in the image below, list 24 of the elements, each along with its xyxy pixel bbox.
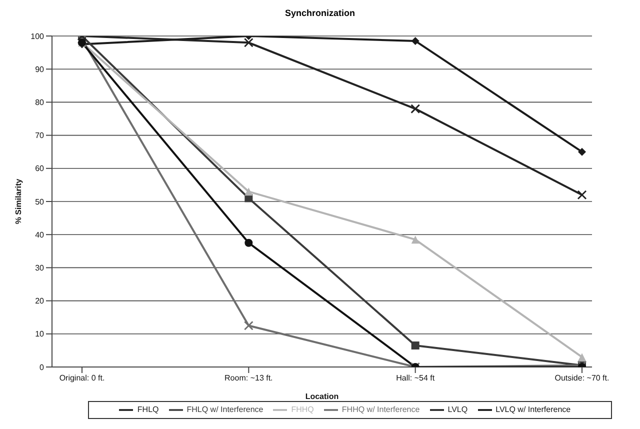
x-tick-label: Room: ~13 ft. <box>224 374 273 383</box>
x-axis-title: Location <box>305 392 339 401</box>
y-tick-label: 0 <box>40 362 45 372</box>
legend-label: FHHQ w/ Interference <box>342 405 420 414</box>
x-tick-label: Hall: ~54 ft <box>396 374 436 383</box>
y-tick-label: 20 <box>35 296 45 306</box>
y-tick-label: 50 <box>35 197 45 206</box>
y-tick-label: 80 <box>35 98 45 108</box>
y-tick-label: 70 <box>35 131 45 140</box>
y-tick-label: 90 <box>35 64 45 74</box>
y-tick-label: 60 <box>35 164 45 174</box>
chart-title: Synchronization <box>284 8 356 18</box>
legend-label: LVLQ <box>448 405 468 414</box>
y-tick-label: 30 <box>35 264 45 273</box>
x-tick-label: Outside: ~70 ft. <box>554 374 610 383</box>
legend-label: FHLQ <box>137 405 159 414</box>
x-tick-label: Original: 0 ft. <box>59 374 105 383</box>
legend-label: FHHQ <box>291 405 314 414</box>
y-tick-label: 10 <box>35 330 45 339</box>
y-tick-label: 40 <box>35 230 45 240</box>
y-axis-title: % Similarity <box>14 178 23 224</box>
legend-label: LVLQ w/ Interference <box>496 405 571 414</box>
y-tick-label: 100 <box>30 32 45 41</box>
legend-label: FHLQ w/ Interference <box>186 405 264 414</box>
